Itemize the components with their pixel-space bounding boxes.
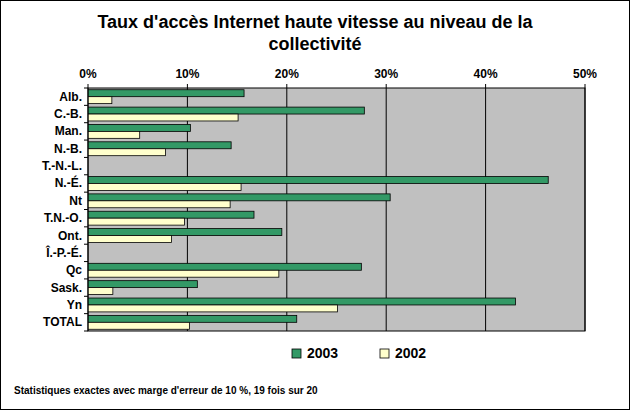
category-tick [84,331,88,332]
category-label: Sask. [51,281,82,295]
plot-area [88,88,585,331]
category-tick [84,244,88,245]
bar [88,97,112,104]
chart: Taux d'accès Internet haute vitesse au n… [0,0,630,410]
tick-mark [88,84,89,88]
bar [88,229,282,236]
grid-line [386,88,387,331]
legend-swatch [292,349,301,358]
tick-mark [286,84,287,88]
legend-swatch [380,349,389,358]
category-tick [84,122,88,123]
category-label: N.-É. [55,175,82,190]
bars [88,90,548,330]
grid-line [485,88,486,331]
footnote: Statistiques exactes avec marge d'erreur… [14,385,318,396]
bar [88,298,515,305]
legend-label: 2003 [307,345,338,361]
tick-label: 40% [474,67,498,81]
bar [88,270,279,277]
bar [88,131,140,138]
category-tick [84,226,88,227]
tick-label: 20% [275,67,299,81]
bar [88,322,189,329]
category-label: T.-N.-L. [42,159,82,173]
category-tick [84,88,88,89]
category-label: Qc [66,263,82,277]
category-label: TOTAL [43,315,82,329]
bar [88,211,254,218]
bar [88,90,244,97]
bar [88,194,390,201]
tick-mark [485,84,486,88]
category-tick [84,278,88,279]
tick-label: 0% [79,67,97,81]
category-label: N.-B. [54,142,82,156]
category-tick [84,209,88,210]
category-label: Ont. [58,229,82,243]
bar [88,149,166,156]
bar [88,114,238,121]
bar [88,305,337,312]
bar [88,201,230,208]
chart-area [1,1,630,410]
category-tick [84,157,88,158]
category-tick [84,192,88,193]
category-tick [84,105,88,106]
bar [88,218,184,225]
legend-label: 2002 [395,345,426,361]
category-tick [84,261,88,262]
bar [88,263,361,270]
title-line: collectivité [268,34,361,54]
category-label: T.N.-O. [44,211,82,225]
tick-label: 10% [175,67,199,81]
tick-label: 30% [374,67,398,81]
bar [88,142,231,149]
bar [88,281,197,288]
category-label: Alb. [59,90,82,104]
plot-frame [88,88,585,331]
bar [88,177,548,184]
bar [88,315,297,322]
title-line: Taux d'accès Internet haute vitesse au n… [97,12,533,32]
grid-line [286,88,287,331]
legend: 2003 2002 [292,345,426,361]
category-label: Yn [67,298,82,312]
bar [88,124,190,131]
bar [88,236,171,243]
bar [88,183,241,190]
category-tick [84,296,88,297]
category-tick [84,313,88,314]
category-label: Î.-P.-É. [45,245,82,260]
tick-mark [585,84,586,88]
category-label: C.-B. [54,107,82,121]
tick-mark [386,84,387,88]
bar [88,107,364,114]
category-tick [84,140,88,141]
tick-label: 50% [573,67,597,81]
category-label: Nt [69,194,82,208]
category-label: Man. [55,124,82,138]
category-tick [84,174,88,175]
tick-mark [187,84,188,88]
title: Taux d'accès Internet haute vitesse au n… [97,12,533,54]
bar [88,288,113,295]
